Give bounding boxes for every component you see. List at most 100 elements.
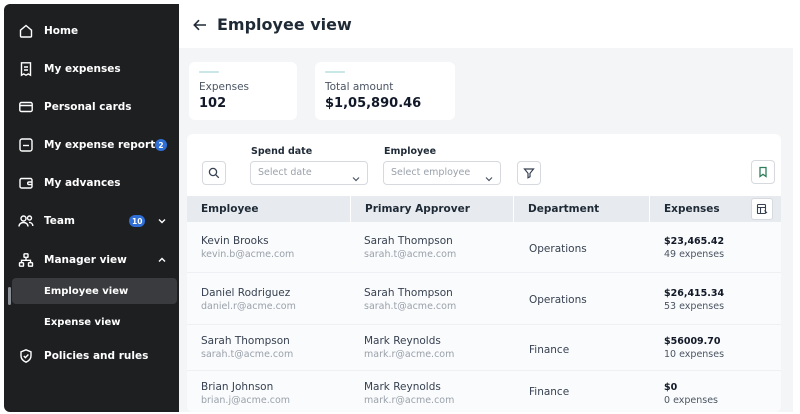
approver-name: Sarah Thompson: [364, 235, 453, 247]
sidebar-subitem-label: Expense view: [44, 316, 121, 328]
approver-email: mark.r@acme.com: [364, 349, 455, 360]
page-title: Employee view: [217, 15, 352, 34]
stat-value: $1,05,890.46: [325, 96, 422, 111]
stat-accent: [199, 71, 219, 73]
stat-accent: [325, 71, 345, 73]
wallet-icon: [17, 174, 35, 192]
column-settings-icon: [756, 200, 768, 219]
chevron-down-icon: [351, 169, 361, 182]
expense-amount: $56009.70: [664, 336, 721, 347]
report-icon: [17, 136, 35, 154]
approver-email: mark.r@acme.com: [364, 395, 455, 406]
employee-table-panel: Spend date Select date Employee Select e…: [187, 134, 781, 412]
approver-email: sarah.t@acme.com: [364, 301, 457, 312]
chevron-down-icon: [484, 169, 494, 182]
sidebar-item-my-expense-reports[interactable]: My expense reports 2: [4, 131, 179, 159]
bookmark-button[interactable]: [751, 160, 775, 184]
sidebar-item-home[interactable]: Home: [4, 17, 179, 45]
sidebar-item-label: Personal cards: [44, 101, 132, 113]
table-row[interactable]: Brian Johnson brian.j@acme.com Mark Reyn…: [187, 371, 781, 412]
employee-name: Kevin Brooks: [201, 235, 269, 247]
expense-amount: $26,415.34: [664, 288, 725, 299]
column-settings-button[interactable]: [751, 198, 773, 220]
employee-email: daniel.r@acme.com: [201, 301, 296, 312]
table-row[interactable]: Sarah Thompson sarah.t@acme.com Mark Rey…: [187, 325, 781, 371]
approver-name: Mark Reynolds: [364, 381, 441, 393]
column-header-expenses[interactable]: Expenses: [649, 196, 781, 222]
approver-name: Mark Reynolds: [364, 335, 441, 347]
employee-filter-label: Employee: [384, 146, 437, 157]
bookmark-icon: [757, 163, 769, 182]
stat-label: Total amount: [325, 81, 394, 93]
expense-count: 53 expenses: [664, 301, 725, 312]
stat-card-total-amount: Total amount $1,05,890.46: [315, 62, 455, 120]
select-placeholder: Select employee: [391, 167, 471, 178]
table-row[interactable]: Kevin Brooks kevin.b@acme.com Sarah Thom…: [187, 222, 781, 273]
sidebar-subitem-employee-view[interactable]: Employee view: [12, 278, 177, 304]
employee-name: Daniel Rodriguez: [201, 287, 291, 299]
sidebar-item-personal-cards[interactable]: Personal cards: [4, 93, 179, 121]
table-header: Employee Primary Approver Department Exp…: [187, 196, 781, 222]
sidebar-item-label: Home: [44, 25, 79, 37]
expense-count: 10 expenses: [664, 349, 725, 360]
sidebar-item-label: Team: [44, 215, 75, 227]
select-placeholder: Select date: [258, 167, 312, 178]
team-icon: [17, 212, 35, 230]
sidebar-item-label: My expense reports: [44, 139, 162, 151]
sidebar-subitem-expense-view[interactable]: Expense view: [12, 309, 177, 335]
home-icon: [17, 22, 35, 40]
department: Operations: [529, 294, 587, 306]
expense-amount: $23,465.42: [664, 236, 725, 247]
sidebar-item-label: Policies and rules: [44, 350, 149, 362]
main-content: Employee view Expenses 102 Total amount …: [179, 4, 793, 412]
sidebar-item-my-advances[interactable]: My advances: [4, 169, 179, 197]
department: Finance: [529, 386, 570, 398]
employee-email: brian.j@acme.com: [201, 395, 291, 406]
column-header-employee[interactable]: Employee: [201, 203, 259, 215]
back-arrow-icon[interactable]: [191, 16, 209, 34]
column-header-department[interactable]: Department: [513, 196, 649, 222]
sidebar-subitem-label: Employee view: [44, 285, 129, 297]
card-icon: [17, 98, 35, 116]
search-button[interactable]: [202, 161, 226, 185]
team-count-badge: 10: [129, 215, 146, 227]
employee-name: Brian Johnson: [201, 381, 274, 393]
filter-button[interactable]: [517, 161, 541, 185]
spend-date-label: Spend date: [251, 146, 313, 157]
org-chart-icon: [17, 251, 35, 269]
spend-date-select[interactable]: Select date: [250, 161, 368, 185]
chevron-down-icon[interactable]: [156, 215, 168, 227]
active-indicator: [8, 287, 11, 305]
receipt-icon: [17, 60, 35, 78]
expense-amount: $0: [664, 382, 678, 393]
shield-icon: [17, 347, 35, 365]
employee-select[interactable]: Select employee: [383, 161, 501, 185]
sidebar-item-team[interactable]: Team 10: [4, 207, 179, 235]
employee-name: Sarah Thompson: [201, 335, 290, 347]
employee-email: kevin.b@acme.com: [201, 249, 295, 260]
sidebar: Home My expenses Personal cards My expen…: [4, 4, 179, 412]
page-header: Employee view: [179, 4, 793, 48]
chevron-up-icon[interactable]: [156, 254, 168, 266]
table-row[interactable]: Daniel Rodriguez daniel.r@acme.com Sarah…: [187, 273, 781, 325]
column-header-primary-approver[interactable]: Primary Approver: [350, 196, 513, 222]
department: Operations: [529, 243, 587, 255]
expense-count: 49 expenses: [664, 249, 725, 260]
stat-value: 102: [199, 96, 227, 111]
department: Finance: [529, 344, 570, 356]
sidebar-item-my-expenses[interactable]: My expenses: [4, 55, 179, 83]
search-icon: [208, 164, 220, 183]
sidebar-item-label: Manager view: [44, 254, 127, 266]
sidebar-item-label: My advances: [44, 177, 121, 189]
sidebar-item-label: My expenses: [44, 63, 121, 75]
filter-icon: [523, 164, 535, 183]
stat-label: Expenses: [199, 81, 250, 93]
sidebar-item-policies[interactable]: Policies and rules: [4, 342, 179, 370]
reports-count-badge: 2: [155, 139, 167, 151]
stat-card-expenses: Expenses 102: [189, 62, 297, 120]
approver-email: sarah.t@acme.com: [364, 249, 457, 260]
expense-count: 0 expenses: [664, 395, 719, 406]
employee-email: sarah.t@acme.com: [201, 349, 294, 360]
approver-name: Sarah Thompson: [364, 287, 453, 299]
sidebar-item-manager-view[interactable]: Manager view: [4, 246, 179, 274]
